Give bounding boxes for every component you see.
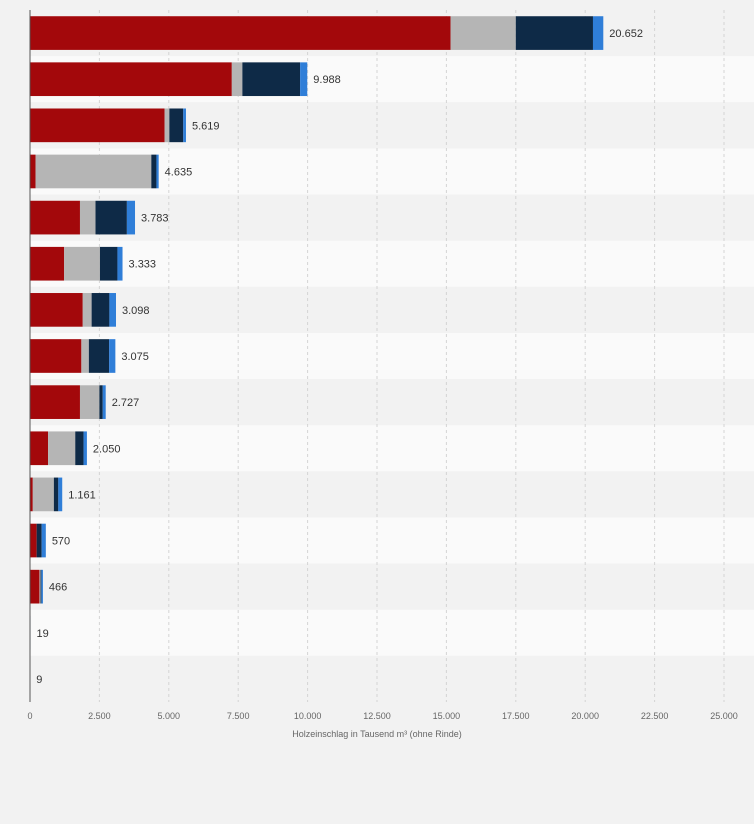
x-tick-label: 5.000 bbox=[158, 711, 181, 721]
bar-segment bbox=[30, 62, 232, 96]
bar-segment bbox=[96, 201, 127, 235]
bar-segment bbox=[84, 431, 87, 465]
bar-segment bbox=[30, 524, 37, 558]
bar-segment bbox=[75, 431, 83, 465]
bar-segment bbox=[48, 431, 75, 465]
x-tick-label: 22.500 bbox=[641, 711, 669, 721]
x-tick-label: 20.000 bbox=[571, 711, 599, 721]
bar-segment bbox=[83, 293, 92, 327]
bar-segment bbox=[81, 339, 88, 373]
bar-segment bbox=[58, 478, 62, 512]
row-band bbox=[30, 564, 754, 610]
bar-segment bbox=[151, 155, 156, 189]
bar-segment bbox=[109, 339, 115, 373]
bar-segment bbox=[100, 247, 117, 281]
bar-segment bbox=[183, 108, 186, 142]
row-band bbox=[30, 471, 754, 517]
total-label: 2.727 bbox=[112, 397, 140, 409]
total-label: 3.075 bbox=[121, 351, 149, 363]
total-label: 20.652 bbox=[609, 28, 643, 40]
x-tick-label: 15.000 bbox=[433, 711, 461, 721]
bar-segment bbox=[36, 155, 152, 189]
x-tick-label: 0 bbox=[27, 711, 32, 721]
row-band bbox=[30, 195, 754, 241]
bar-segment bbox=[33, 478, 54, 512]
bar-segment bbox=[242, 62, 300, 96]
bar-segment bbox=[41, 570, 42, 604]
row-band bbox=[30, 425, 754, 471]
x-tick-label: 12.500 bbox=[363, 711, 391, 721]
bar-segment bbox=[42, 524, 46, 558]
bar-segment bbox=[30, 108, 165, 142]
x-tick-labels: 0 2.500 5.000 7.500 10.000 12.500 15.000 17.500… bbox=[27, 711, 737, 721]
bar-segment bbox=[64, 247, 100, 281]
x-tick-label: 7.500 bbox=[227, 711, 250, 721]
bar-segment bbox=[30, 293, 83, 327]
row-band bbox=[30, 610, 754, 656]
bar-segment bbox=[516, 16, 593, 50]
bar-segment bbox=[39, 570, 40, 604]
total-label: 3.333 bbox=[129, 259, 157, 271]
bar-segment bbox=[30, 339, 81, 373]
bar-segment bbox=[232, 62, 243, 96]
bar-segment bbox=[92, 293, 110, 327]
bar-segment bbox=[99, 385, 102, 419]
bar-segment bbox=[41, 570, 43, 604]
bar-segment bbox=[80, 201, 96, 235]
total-label: 2.050 bbox=[93, 443, 121, 455]
bar-segment bbox=[117, 247, 122, 281]
x-tick-label: 17.500 bbox=[502, 711, 530, 721]
x-tick-label: 10.000 bbox=[294, 711, 322, 721]
total-label: 19 bbox=[37, 628, 49, 640]
bar-segment bbox=[156, 155, 158, 189]
row-band bbox=[30, 656, 754, 702]
total-label: 1.161 bbox=[68, 489, 96, 501]
total-label: 3.783 bbox=[141, 213, 169, 225]
bar-segment bbox=[169, 108, 183, 142]
total-label: 570 bbox=[52, 536, 70, 548]
bar-segment bbox=[89, 339, 109, 373]
x-tick-label: 25.000 bbox=[710, 711, 738, 721]
bar-segment bbox=[80, 385, 99, 419]
bar-segment bbox=[30, 201, 80, 235]
total-label: 9.988 bbox=[313, 74, 341, 86]
total-label: 9 bbox=[36, 674, 42, 686]
total-label: 3.098 bbox=[122, 305, 150, 317]
bar-segment bbox=[127, 201, 135, 235]
bar-segment bbox=[103, 385, 106, 419]
bar-segment bbox=[165, 108, 170, 142]
bar-segment bbox=[30, 247, 64, 281]
bar-segment bbox=[30, 431, 48, 465]
bar-segment bbox=[30, 16, 451, 50]
bar-segment bbox=[593, 16, 603, 50]
bar-segment bbox=[30, 155, 36, 189]
bar-segment bbox=[30, 570, 39, 604]
bar-segment bbox=[451, 16, 516, 50]
bar-segment bbox=[54, 478, 58, 512]
bar-segment bbox=[30, 385, 80, 419]
row-band bbox=[30, 517, 754, 563]
x-axis-title: Holzeinschlag in Tausend m³ (ohne Rinde) bbox=[292, 729, 461, 739]
total-label: 4.635 bbox=[165, 166, 193, 178]
bar-segment bbox=[109, 293, 116, 327]
total-label: 5.619 bbox=[192, 120, 220, 132]
total-label: 466 bbox=[49, 582, 67, 594]
x-tick-label: 2.500 bbox=[88, 711, 111, 721]
bar-segment bbox=[37, 524, 42, 558]
bar-segment bbox=[300, 62, 307, 96]
